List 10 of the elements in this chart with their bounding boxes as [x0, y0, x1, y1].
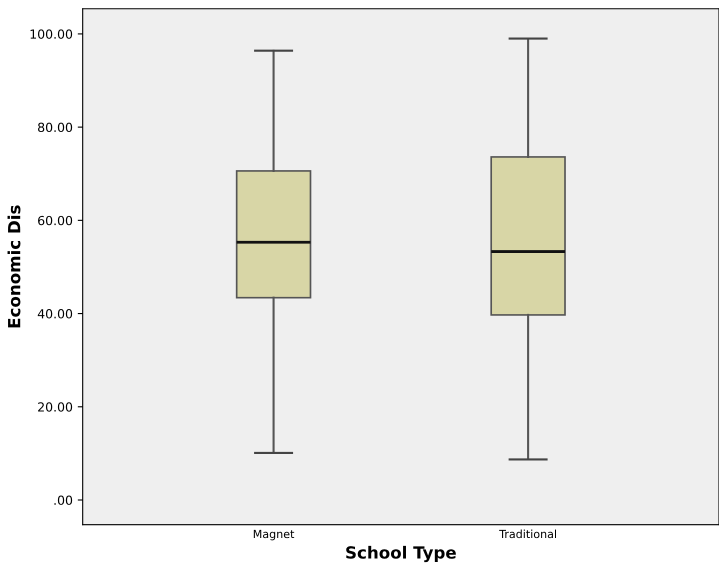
x-tick-label: Traditional: [499, 530, 556, 538]
y-tick-label: 60.00: [38, 216, 72, 226]
x-axis-title: School Type: [346, 546, 456, 562]
y-tick-label: 40.00: [38, 309, 72, 318]
y-axis-title: Economic Dis: [8, 205, 20, 328]
x-tick-label: Magnet: [254, 530, 294, 540]
y-tick-label: 20.00: [38, 402, 72, 412]
y-tick-label: 100.00: [30, 29, 72, 39]
y-tick-label: .00: [54, 495, 72, 505]
y-tick-label: 80.00: [38, 122, 72, 132]
